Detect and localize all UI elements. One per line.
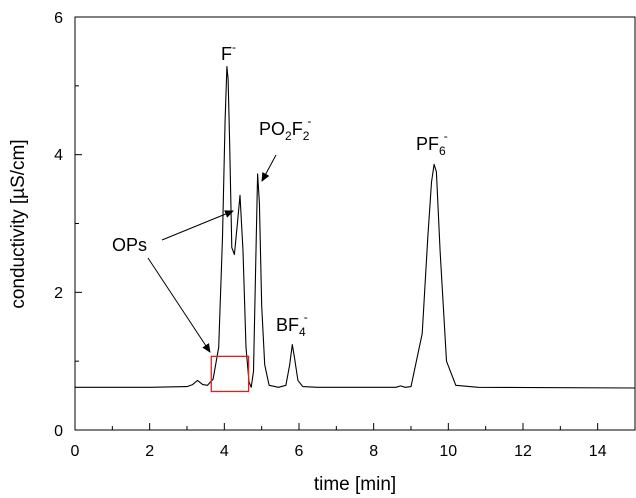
annotation-bf4: BF4- bbox=[276, 310, 308, 339]
po2f2-sub1: 2 bbox=[285, 129, 292, 143]
y-tick-label: 2 bbox=[54, 285, 63, 302]
pf6-pf: PF bbox=[416, 134, 439, 154]
annotation-po2f2: PO2F2- bbox=[259, 114, 311, 143]
po2f2-po: PO bbox=[259, 119, 285, 139]
y-tick-label: 4 bbox=[54, 147, 63, 164]
annotation-f: F- bbox=[221, 40, 236, 64]
x-tick-label: 8 bbox=[369, 443, 378, 460]
bf4-bf: BF bbox=[276, 315, 299, 335]
y-tick-label: 6 bbox=[54, 10, 63, 27]
pf6-charge: - bbox=[444, 129, 448, 143]
axis-ticks bbox=[74, 16, 636, 431]
arrow-po2f2-to-peak bbox=[261, 154, 277, 182]
bf4-sub: 4 bbox=[299, 325, 306, 339]
bf4-charge: - bbox=[304, 310, 308, 324]
x-axis-title: time [min] bbox=[314, 474, 396, 495]
annotation-ops: OPs bbox=[112, 235, 147, 255]
annotation-pf6: PF6- bbox=[416, 129, 448, 158]
x-tick-label: 14 bbox=[589, 443, 607, 460]
series-line bbox=[75, 66, 636, 389]
x-tick-label: 2 bbox=[145, 443, 154, 460]
y-tick-label: 0 bbox=[54, 423, 63, 440]
po2f2-charge: - bbox=[307, 114, 311, 128]
f-symbol: F bbox=[221, 44, 232, 64]
pf6-sub: 6 bbox=[439, 144, 446, 158]
y-axis-title: conductivity [µS/cm] bbox=[8, 139, 29, 308]
po2f2-sub2: 2 bbox=[303, 129, 310, 143]
x-tick-label: 10 bbox=[439, 443, 457, 460]
x-tick-label: 12 bbox=[514, 443, 532, 460]
x-tick-label: 6 bbox=[295, 443, 304, 460]
f-charge: - bbox=[232, 40, 236, 54]
arrow-ops-to-box bbox=[147, 257, 211, 353]
po2f2-f: F bbox=[292, 119, 303, 139]
x-tick-label: 4 bbox=[220, 443, 229, 460]
y-tick-labels: 0 2 4 6 bbox=[54, 10, 63, 440]
arrow-ops-to-peak bbox=[161, 210, 234, 241]
highlight-box bbox=[210, 355, 250, 393]
x-tick-labels: 0 2 4 6 8 10 12 14 bbox=[71, 443, 607, 460]
plot-frame bbox=[74, 16, 636, 431]
x-tick-label: 0 bbox=[71, 443, 80, 460]
